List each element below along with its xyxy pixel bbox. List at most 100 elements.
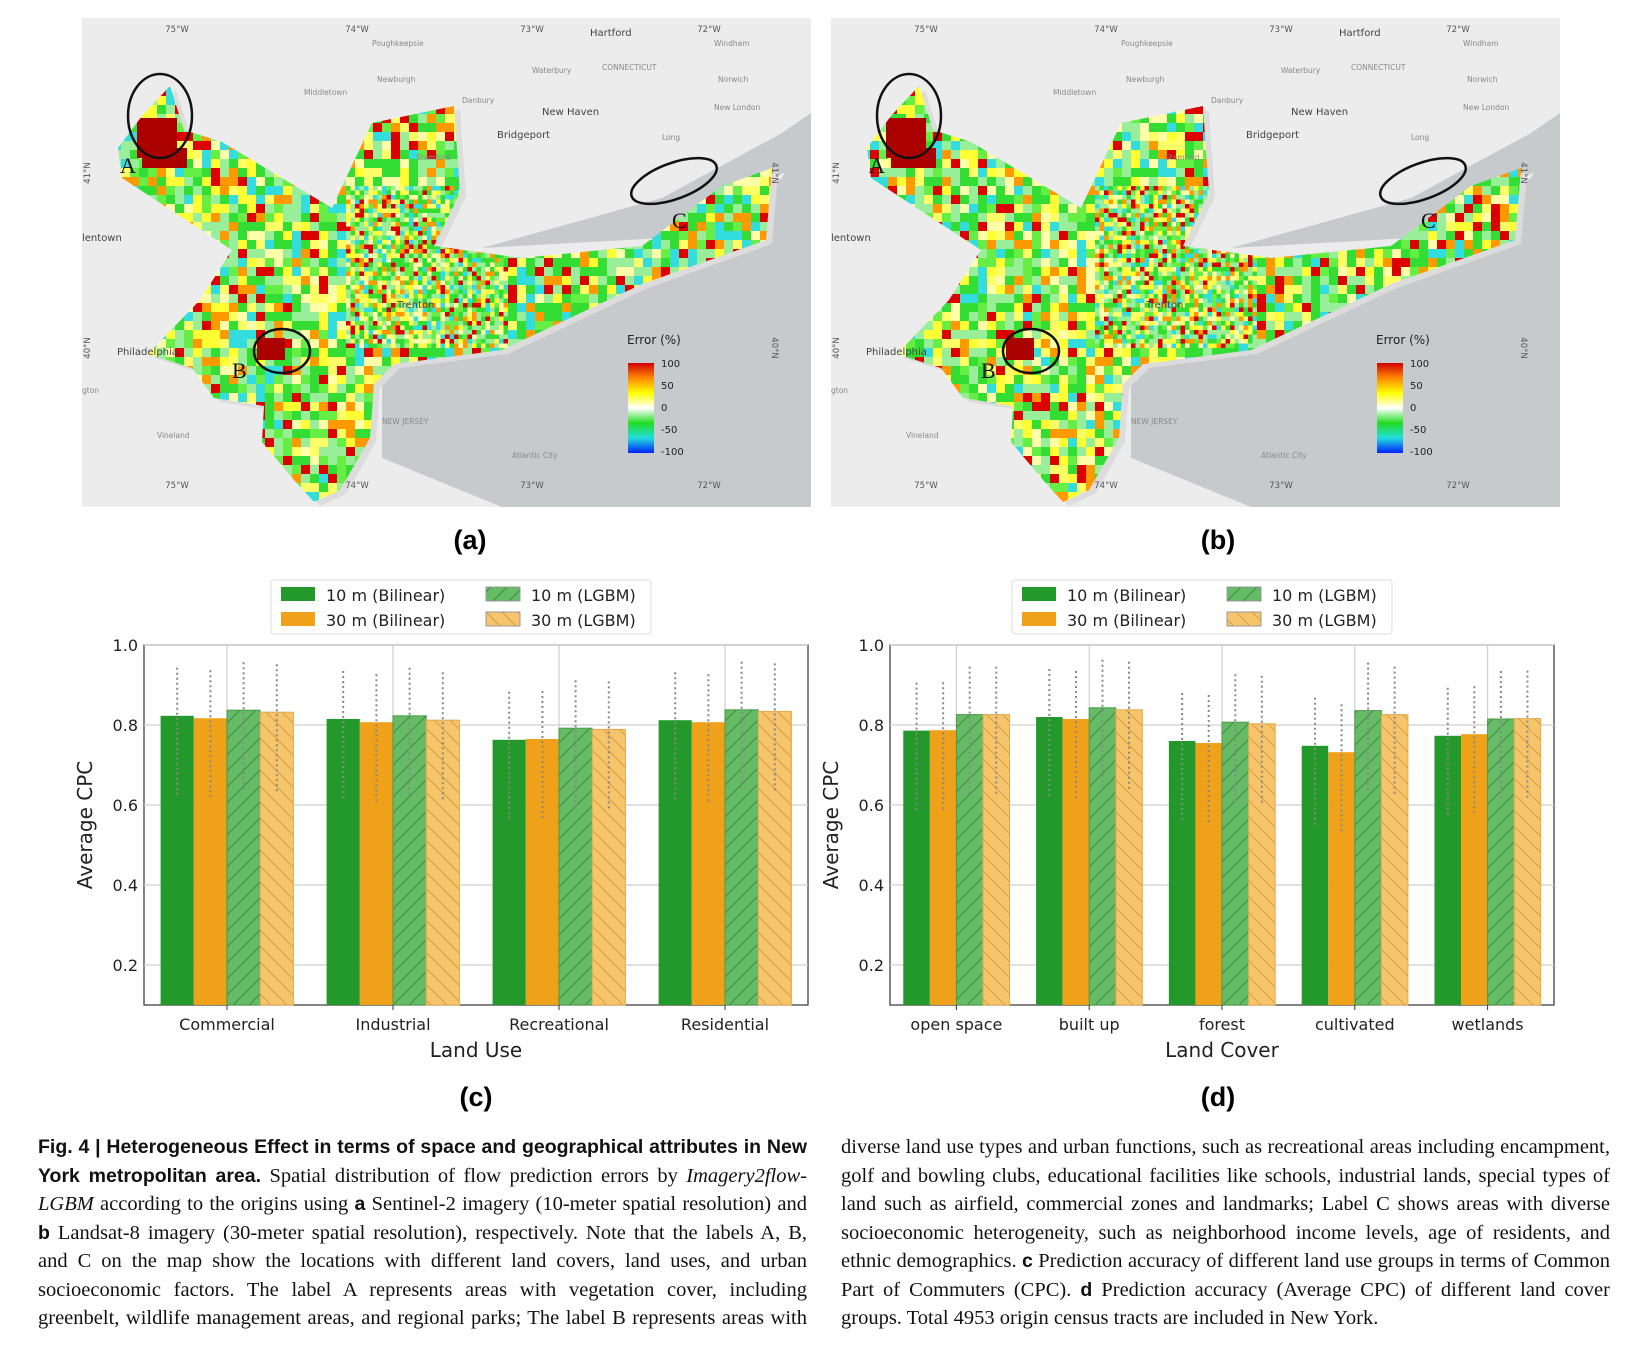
place-label: Stamford <box>416 153 451 162</box>
colorbar-tick: 100 <box>1410 359 1429 370</box>
lon-tick-bottom: 74°W <box>345 481 369 491</box>
lon-tick-bottom: 74°W <box>1094 481 1118 491</box>
colorbar-tick: 50 <box>661 381 674 392</box>
y-axis-label: Average CPC <box>73 761 97 889</box>
caption-segment: Prediction accuracy (Average CPC) of dif… <box>841 1278 1610 1330</box>
region-label: C <box>1421 208 1436 233</box>
bar <box>492 739 526 1005</box>
lon-tick-top: 73°W <box>1269 25 1293 35</box>
caption-segment: Prediction accuracy of different land us… <box>841 1250 1610 1301</box>
y-tick-label: 0.6 <box>859 796 884 815</box>
place-label: lentown <box>831 233 871 244</box>
place-label: Long <box>1411 133 1429 142</box>
lon-tick-bottom: 75°W <box>165 481 189 491</box>
place-label: Danbury <box>462 96 495 105</box>
bar <box>226 709 261 1006</box>
place-label: CONNECTICUT <box>602 63 657 72</box>
place-label: Trenton <box>396 300 434 311</box>
place-label: NEW JERSEY <box>382 417 429 426</box>
place-label: Windham <box>714 39 750 48</box>
colorbar-title: Error (%) <box>1376 333 1430 347</box>
place-label: Philadelphia <box>866 347 927 358</box>
bar <box>591 728 626 1006</box>
y-tick-label: 0.6 <box>113 796 138 815</box>
lon-tick-bottom: 73°W <box>1269 481 1293 491</box>
error-map-sentinel2: A B C Hartford Poughkeepsie Windham Waterbury C… <box>82 18 811 507</box>
colorbar-tick: -100 <box>1410 447 1433 458</box>
place-label: Newburgh <box>377 75 416 84</box>
land-cover-bar-chart: 0.2 0.4 0.6 0.8 1.0 open space built up forest c… <box>819 579 1555 1060</box>
caption-segment: a <box>354 1193 366 1215</box>
panel-label-a: (a) <box>453 525 487 555</box>
place-label: NEW JERSEY <box>1131 417 1178 426</box>
caption-segment: Imagery2flow-LGBM <box>38 1164 807 1216</box>
region-ellipse <box>630 156 718 206</box>
error-map-landsat8: A B C Hartford Poughkeepsie Windham Waterbury C… <box>831 18 1560 507</box>
lon-tick-top: 74°W <box>345 25 369 35</box>
lon-tick-top: 75°W <box>914 25 938 35</box>
colorbar-tick: -50 <box>1410 425 1426 436</box>
place-label: Philadelphia <box>117 347 178 358</box>
region-ellipse <box>875 72 943 160</box>
legend-swatch <box>485 586 521 602</box>
bar <box>525 739 559 1005</box>
x-tick-label: Industrial <box>355 1015 430 1034</box>
bar <box>1088 707 1117 1006</box>
bar <box>1115 709 1143 1006</box>
y-tick-label: 0.4 <box>859 876 884 895</box>
lon-tick-top: 75°W <box>165 25 189 35</box>
lat-tick-right: 40°N <box>1518 337 1528 358</box>
place-label: CONNECTICUT <box>1351 63 1406 72</box>
place-label: New Haven <box>542 107 599 118</box>
caption-segment: Landsat-8 imagery (30-meter spatial reso… <box>38 1136 1610 1329</box>
place-label: Atlantic City <box>1261 451 1307 460</box>
legend-swatch <box>1226 611 1262 627</box>
colorbar-tick: -100 <box>661 447 684 458</box>
place-label: Norwich <box>1467 75 1498 84</box>
bar <box>757 710 792 1006</box>
x-tick-label: forest <box>1199 1015 1245 1034</box>
panel-label-b: (b) <box>1200 525 1236 555</box>
colorbar-tick: -50 <box>661 425 677 436</box>
bar <box>1168 741 1196 1005</box>
place-label: New Haven <box>1291 107 1348 118</box>
lon-tick-bottom: 72°W <box>1446 481 1470 491</box>
place-label: New London <box>714 103 760 112</box>
caption-segment: d <box>1080 1278 1093 1301</box>
legend-label: 30 m (Bilinear) <box>1067 611 1186 630</box>
x-axis-label: Land Use <box>430 1038 523 1060</box>
place-label: Trenton <box>1145 300 1183 311</box>
lat-tick-left: 40°N <box>83 337 93 358</box>
lon-tick-top: 72°W <box>1446 25 1470 35</box>
place-label: Middletown <box>1053 88 1096 97</box>
lat-tick-left: 41°N <box>832 162 842 183</box>
caption-segment: c <box>1022 1250 1033 1272</box>
region-ellipse <box>1379 156 1467 206</box>
place-label: Waterbury <box>1281 66 1321 75</box>
y-tick-label: 1.0 <box>859 636 884 655</box>
x-tick-label: open space <box>910 1015 1002 1034</box>
place-label: Norwich <box>718 75 749 84</box>
legend <box>1011 579 1393 635</box>
place-label: Long <box>662 133 680 142</box>
place-label: Vineland <box>906 431 939 440</box>
y-tick-label: 0.2 <box>113 956 138 975</box>
legend-label: 30 m (Bilinear) <box>326 611 445 630</box>
x-tick-label: built up <box>1059 1015 1120 1034</box>
colorbar-tick: 0 <box>1410 403 1416 414</box>
bar <box>1248 723 1276 1006</box>
caption-segment: b <box>38 1221 50 1244</box>
region-ellipse <box>252 327 312 375</box>
figure-caption: Fig. 4 | Heterogeneous Effect in terms o… <box>38 1133 1610 1333</box>
bar <box>1195 743 1222 1005</box>
legend-swatch <box>281 587 315 601</box>
place-label: gton <box>831 386 848 395</box>
lon-tick-top: 73°W <box>520 25 544 35</box>
place-label: Hartford <box>590 28 632 39</box>
place-label: Poughkeepsie <box>1121 39 1173 48</box>
region-label: B <box>232 358 247 383</box>
bar <box>1461 734 1488 1005</box>
y-tick-label: 0.8 <box>859 716 884 735</box>
region-label: A <box>869 153 885 178</box>
x-tick-label: wetlands <box>1452 1015 1524 1034</box>
